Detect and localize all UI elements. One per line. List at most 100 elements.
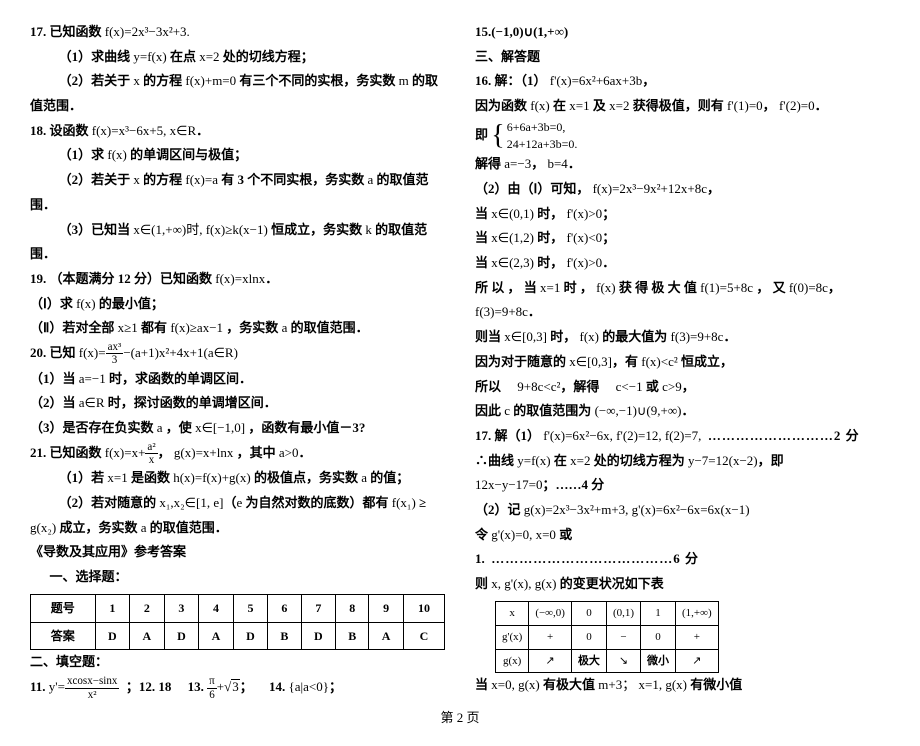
w3c: 时， bbox=[537, 255, 563, 270]
q21-p1d: h(x)=f(x)+g(x) bbox=[173, 470, 250, 485]
q17-p2a: （2）若关于 bbox=[59, 73, 131, 88]
w2d: f'(x)<0 bbox=[567, 230, 603, 245]
vt-r2l: g(x) bbox=[496, 649, 529, 673]
q16f: 在 bbox=[553, 98, 566, 113]
q17p2c: 令 bbox=[475, 527, 488, 542]
q21-p1c: 是函数 bbox=[131, 470, 170, 485]
q18-f: f(x)=x³−6x+5, x∈R bbox=[92, 123, 196, 138]
p2a: （2）由（Ⅰ）可知， bbox=[475, 181, 589, 196]
q13b: + bbox=[217, 679, 224, 694]
q17p2a: （2）记 bbox=[475, 502, 521, 517]
so1c: 时 ， bbox=[564, 280, 593, 295]
sec1: 一、选择题： bbox=[30, 565, 445, 590]
q16d: 因为函数 bbox=[475, 98, 527, 113]
a3: a=−3 bbox=[504, 156, 531, 171]
p2b: f(x)=2x³−9x²+12x+8c bbox=[593, 181, 707, 196]
q17p2b: g(x)=2x³−3x²+m+3, g'(x)=6x²−6x=6x(x−1) bbox=[524, 502, 750, 517]
bec1b: x∈[0,3] bbox=[569, 354, 612, 369]
q13d: ； bbox=[240, 679, 253, 694]
q18-p2h: 围． bbox=[30, 197, 56, 212]
ans-row2-label: 答案 bbox=[31, 622, 96, 650]
vt-r21: ↗ bbox=[529, 649, 572, 673]
q21-p1a: （1）若 bbox=[59, 470, 105, 485]
q19-p1b: f(x) bbox=[76, 296, 96, 311]
t1e: 的最大值为 bbox=[602, 329, 667, 344]
ans-a10: C bbox=[403, 622, 444, 650]
q17h: y−7=12(x−2) bbox=[688, 453, 758, 468]
q18-p2f: a bbox=[367, 172, 373, 187]
q16a: 16. 解：（1） bbox=[475, 73, 547, 88]
w1b: x∈(0,1) bbox=[491, 206, 534, 221]
thus1a: 因此 bbox=[475, 403, 501, 418]
q16b: f'(x)=6x²+6ax+3b bbox=[550, 73, 643, 88]
thus1c: 的取值范围为 bbox=[513, 403, 591, 418]
vt-r14: 0 bbox=[641, 625, 676, 649]
ans-a2: A bbox=[130, 622, 165, 650]
q14b: {a|a<0} bbox=[289, 679, 329, 694]
q16n: ． bbox=[815, 98, 828, 113]
thus1d: (−∞,−1)∪(9,+∞) bbox=[595, 403, 682, 418]
q21-tail: ，其中 bbox=[237, 445, 276, 460]
q19-p2e: ，务实数 bbox=[226, 320, 278, 335]
t1b: x∈[0,3] bbox=[504, 329, 547, 344]
vt-h4: 1 bbox=[641, 601, 676, 625]
q18-head: 18. 设函数 bbox=[30, 123, 89, 138]
q20-p3a: （3）是否存在负实数 bbox=[30, 420, 154, 435]
w3d: f'(x)>0 bbox=[567, 255, 603, 270]
q19-p2a: （Ⅱ）若对全部 bbox=[30, 320, 114, 335]
q18-p1a: （1）求 bbox=[59, 147, 105, 162]
q16l: ， bbox=[763, 98, 776, 113]
q17-p2g: 的取 bbox=[412, 73, 438, 88]
q17i: ，即 bbox=[758, 453, 784, 468]
bec1a: 因为对于随意的 bbox=[475, 354, 566, 369]
q18-p2c: 的方程 bbox=[143, 172, 182, 187]
q17c: ∴曲线 bbox=[475, 453, 514, 468]
w2e: ； bbox=[602, 230, 615, 245]
thus1b: c bbox=[504, 403, 510, 418]
q13num: π bbox=[207, 675, 217, 688]
t1c: 时， bbox=[550, 329, 576, 344]
bec1d: f(x)<c² bbox=[641, 354, 678, 369]
so2d: c<−1 bbox=[616, 379, 643, 394]
so2a: 所以 bbox=[475, 379, 514, 394]
q17p2i: 的变更状况如下表 bbox=[560, 576, 664, 591]
q18-p1b: f(x) bbox=[107, 147, 127, 162]
q20-p3b: a bbox=[157, 420, 163, 435]
q17-p2b: x bbox=[133, 73, 140, 88]
q14a: 14. bbox=[269, 679, 285, 694]
w3a: 当 bbox=[475, 255, 488, 270]
q16e: f(x) bbox=[530, 98, 550, 113]
q21-p2d: e bbox=[236, 495, 242, 510]
q11b: y'= bbox=[49, 679, 65, 694]
vt-r15: + bbox=[676, 625, 719, 649]
ans-a8: B bbox=[336, 622, 369, 650]
so1i: ， bbox=[828, 280, 841, 295]
q21-num1: a² bbox=[145, 441, 157, 454]
q17-f: f(x)=2x³−3x²+3. bbox=[105, 24, 190, 39]
q20-p3d: x∈[−1,0] bbox=[195, 420, 245, 435]
w2a: 当 bbox=[475, 230, 488, 245]
q17k: ；……4 分 bbox=[543, 477, 605, 492]
q20-num: ax³ bbox=[106, 341, 124, 354]
comma1: ， bbox=[531, 156, 544, 171]
answers-table: 题号 1 2 3 4 5 6 7 8 9 10 答案 D A D A D B D bbox=[30, 594, 445, 651]
q18-p3b: x∈(1,+∞)时, bbox=[133, 222, 202, 237]
vt-r11: + bbox=[529, 625, 572, 649]
q21-p3d: 的取值范围． bbox=[150, 520, 228, 535]
so2g: ， bbox=[682, 379, 695, 394]
sec3: 三、解答题 bbox=[475, 45, 890, 70]
q17p2h: x, g'(x), g(x) bbox=[491, 576, 556, 591]
dot1: ． bbox=[568, 156, 581, 171]
q13den: 6 bbox=[207, 689, 217, 701]
q13a: 13. bbox=[188, 679, 204, 694]
ans-a5: D bbox=[233, 622, 268, 650]
ans-a7: D bbox=[301, 622, 336, 650]
q17a: 17. 解（1） bbox=[475, 428, 540, 443]
q13c: 3 bbox=[231, 679, 240, 693]
ans-h3: 3 bbox=[164, 594, 199, 622]
q21-p1b: x=1 bbox=[107, 470, 127, 485]
so1j: f(3)=9+8c bbox=[475, 304, 528, 319]
w1d: f'(x)>0 bbox=[567, 206, 603, 221]
so1a: 所 以 ， 当 bbox=[475, 280, 537, 295]
q17j: 12x−y−17=0 bbox=[475, 477, 543, 492]
